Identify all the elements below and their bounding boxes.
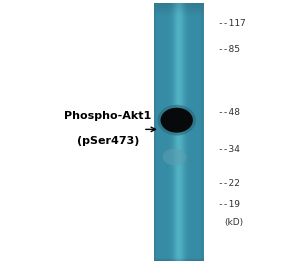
Ellipse shape [163, 148, 187, 166]
Ellipse shape [160, 108, 193, 133]
Text: --48: --48 [218, 108, 241, 117]
Text: --117: --117 [218, 18, 246, 27]
Bar [201, 3, 203, 261]
Text: (pSer473): (pSer473) [76, 136, 139, 146]
Text: --22: --22 [218, 179, 241, 188]
Text: --34: --34 [218, 145, 241, 154]
Bar [154, 3, 156, 261]
Text: Phospho-Akt1: Phospho-Akt1 [64, 111, 151, 121]
Text: --85: --85 [218, 45, 241, 54]
Text: --19: --19 [218, 200, 241, 209]
Ellipse shape [157, 105, 196, 135]
Text: (kD): (kD) [225, 218, 244, 227]
